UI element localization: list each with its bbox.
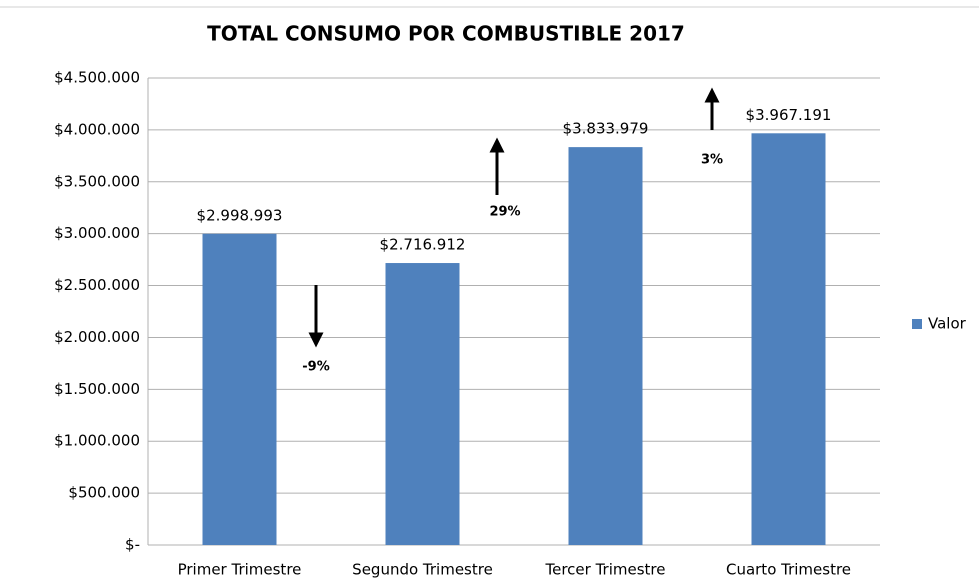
bar	[385, 263, 460, 545]
y-tick-label: $2.500.000	[54, 276, 140, 294]
y-tick-label: $3.000.000	[54, 224, 140, 242]
x-tick-label: Cuarto Trimestre	[726, 561, 851, 579]
y-tick-label: $1.000.000	[54, 432, 140, 450]
value-label: $2.716.912	[380, 236, 466, 254]
y-tick-label: $3.500.000	[54, 172, 140, 190]
y-tick-label: $4.000.000	[54, 120, 140, 138]
bar	[568, 147, 643, 546]
y-tick-label: $1.500.000	[54, 380, 140, 398]
annotation-label: 3%	[701, 153, 723, 168]
value-label: $2.998.993	[197, 206, 283, 224]
annotation-label: 29%	[489, 205, 520, 220]
bar	[202, 233, 277, 545]
x-tick-label: Tercer Trimestre	[545, 561, 666, 579]
value-label: $3.967.191	[746, 106, 832, 124]
chart-title: TOTAL CONSUMO POR COMBUSTIBLE 2017	[207, 22, 685, 46]
legend-swatch	[912, 319, 922, 329]
y-tick-label: $4.500.000	[54, 69, 140, 87]
annotation-label: -9%	[302, 360, 329, 375]
legend-label: Valor	[928, 315, 967, 333]
y-tick-label: $2.000.000	[54, 328, 140, 346]
y-tick-label: $-	[125, 536, 140, 554]
x-tick-label: Segundo Trimestre	[352, 561, 493, 579]
x-tick-label: Primer Trimestre	[178, 561, 302, 579]
value-label: $3.833.979	[563, 120, 649, 138]
y-tick-label: $500.000	[68, 484, 140, 502]
bar	[751, 133, 826, 545]
